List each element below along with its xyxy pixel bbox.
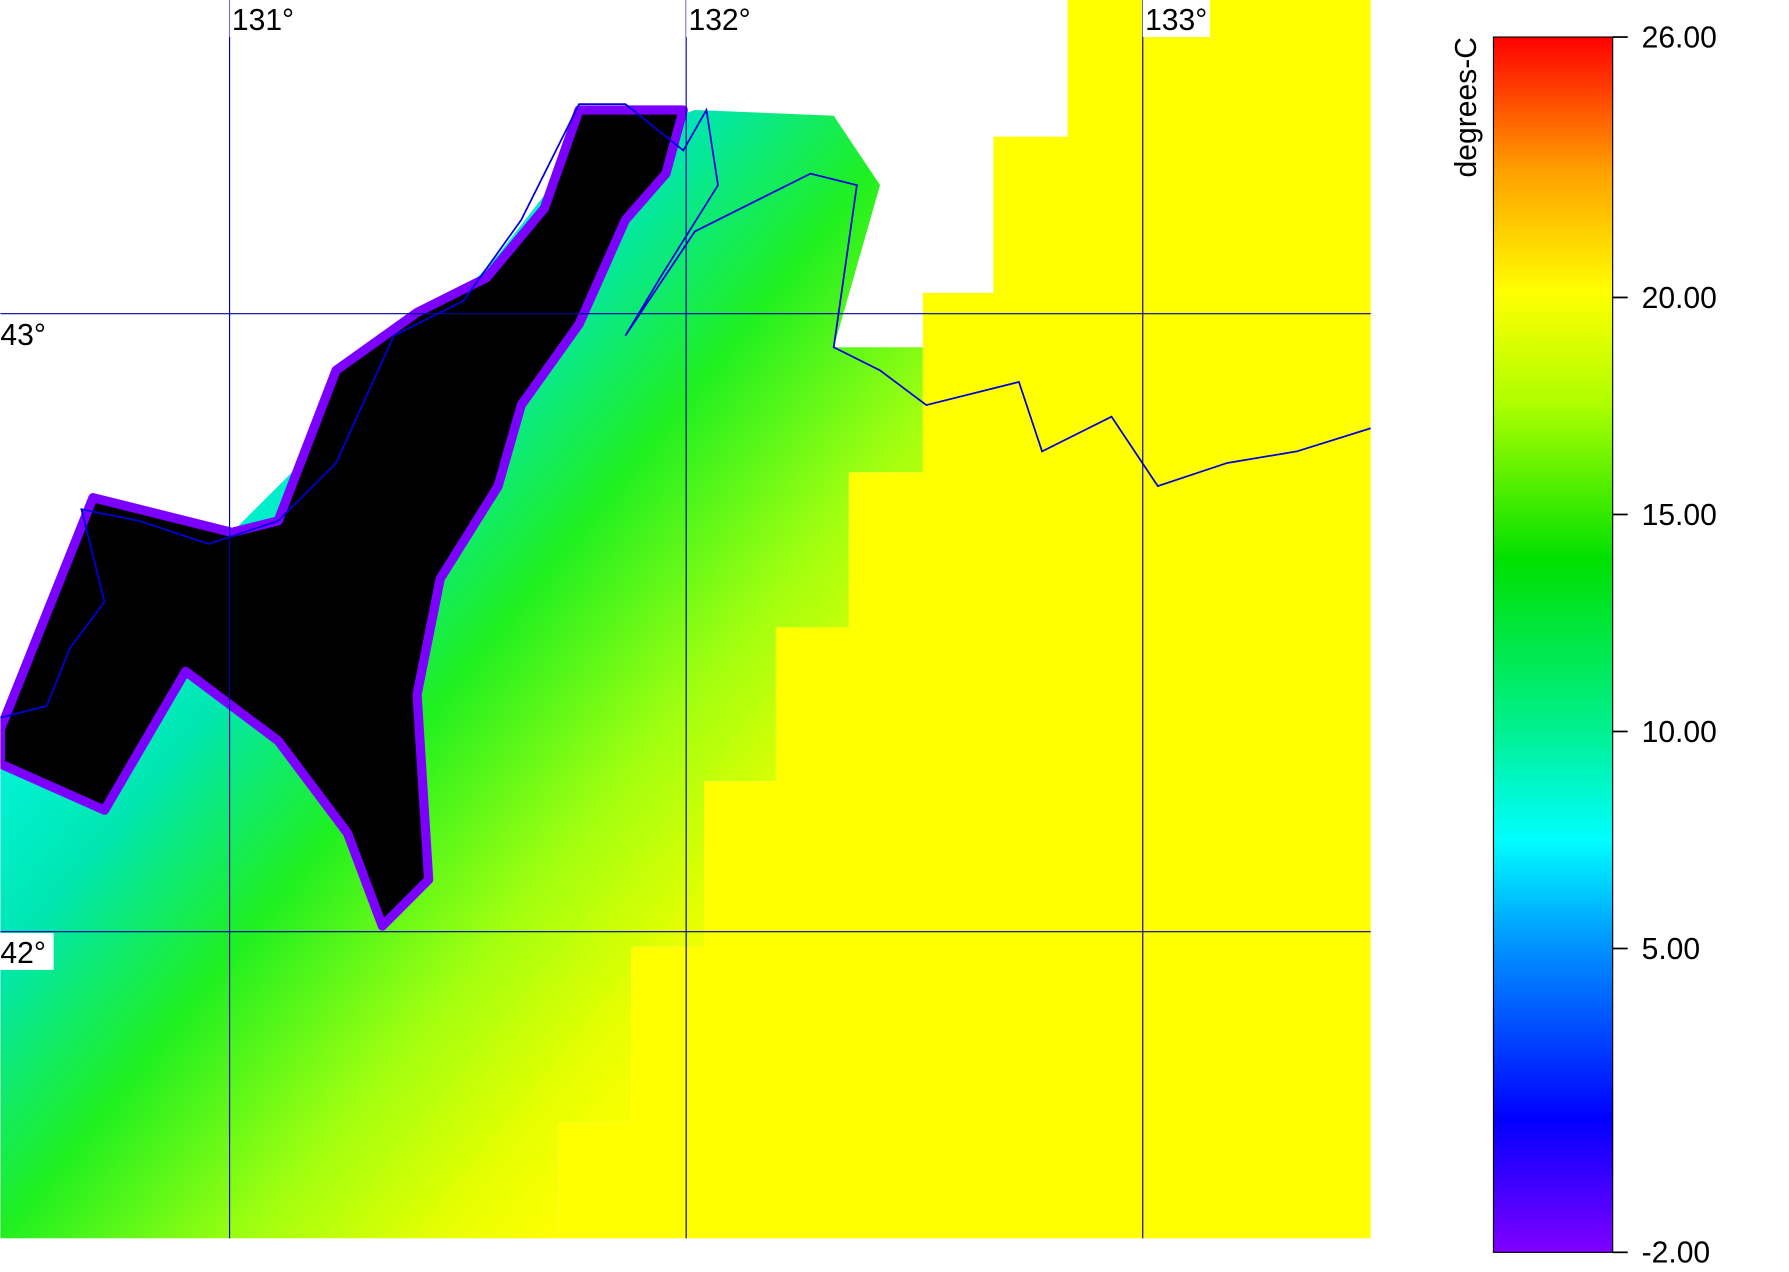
coastal-sea: [0, 109, 923, 1239]
colorbar-tick-label: 10.00: [1642, 716, 1717, 749]
longitude-label: 131°: [232, 4, 294, 37]
label-background: [0, 932, 54, 970]
label-background: [0, 314, 54, 352]
latitude-label: 43°: [0, 319, 45, 352]
open-sea: [558, 0, 1371, 1239]
colorbar-tick-label: -2.00: [1642, 1237, 1711, 1270]
colorbar-tick-label: 15.00: [1642, 499, 1717, 532]
label-background: [229, 0, 297, 38]
graticule: 131° 132° 133° 43° 42°: [0, 0, 1371, 1239]
colorbar-tick-label: 5.00: [1642, 933, 1701, 966]
colorbar-tick-label: 20.00: [1642, 282, 1717, 315]
colorbar-tick-label: 26.00: [1642, 21, 1717, 54]
colorbar: [1492, 36, 1614, 1253]
latitude-label: 42°: [0, 937, 45, 970]
label-background: [686, 0, 754, 38]
coastline: [0, 103, 1371, 719]
colorbar-ticks: 26.00 20.00 15.00 10.00 5.00 -2.00: [1612, 21, 1717, 1270]
longitude-label: 132°: [688, 4, 750, 37]
longitude-label: 133°: [1145, 4, 1207, 37]
label-background: [1142, 0, 1210, 38]
colorbar-title: degrees-C: [1450, 37, 1483, 177]
